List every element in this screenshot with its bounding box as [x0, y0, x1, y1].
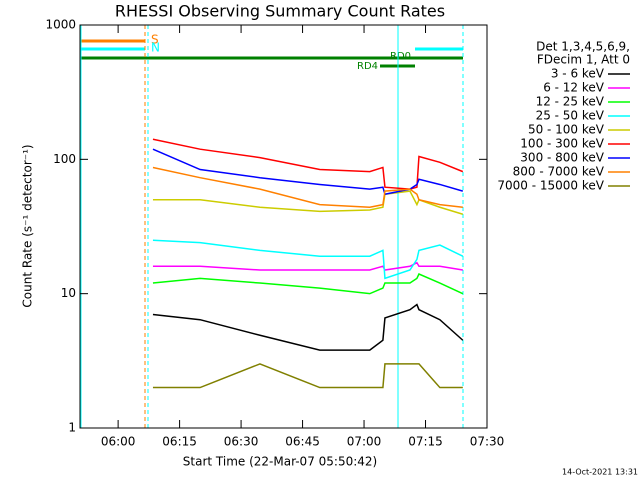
x-tick-label: 06:45 [285, 435, 320, 449]
series-line [152, 303, 464, 351]
legend-label: 300 - 800 keV [520, 151, 604, 165]
y-tick-label: 10 [61, 286, 76, 300]
chart-title: RHESSI Observing Summary Count Rates [115, 2, 445, 21]
y-tick-label: 1000 [45, 18, 76, 32]
y-axis-label: Count Rate (s⁻¹ detector⁻¹) [21, 144, 35, 307]
x-tick-label: 06:30 [224, 435, 259, 449]
legend-label: 800 - 7000 keV [513, 165, 605, 179]
legend-label: 3 - 6 keV [551, 67, 605, 81]
series-line [152, 138, 464, 190]
series-line [152, 363, 463, 389]
x-tick-label: 07:00 [347, 435, 382, 449]
flag-label: S [151, 33, 159, 47]
legend-label: 6 - 12 keV [543, 81, 605, 95]
x-tick-label: 06:15 [162, 435, 197, 449]
plot-frame [79, 24, 488, 429]
series-line [152, 239, 464, 280]
legend-label: 12 - 25 keV [536, 95, 605, 109]
y-tick-label: 1 [68, 421, 76, 435]
footer: 14-Oct-2021 13:31 [562, 468, 638, 477]
flag-label: RD4 [357, 61, 378, 72]
legend-header: FDecim 1, Att 0 [537, 53, 630, 67]
flag-label: N [151, 41, 160, 55]
legend-label: 7000 - 15000 keV [497, 179, 604, 193]
x-tick-label: 07:15 [408, 435, 443, 449]
x-tick-label: 07:30 [470, 435, 505, 449]
series-line [152, 166, 463, 208]
x-axis-label: Start Time (22-Mar-07 05:50:42) [183, 455, 377, 469]
legend-label: 100 - 300 keV [520, 137, 604, 151]
x-tick-label: 06:00 [101, 435, 136, 449]
y-tick-label: 100 [53, 152, 76, 166]
series-line [152, 148, 464, 196]
legend-label: 50 - 100 keV [528, 123, 605, 137]
flag-label: RD0 [390, 51, 411, 62]
legend-label: 25 - 50 keV [536, 109, 605, 123]
legend-header: Det 1,3,4,5,6,9, [536, 40, 630, 54]
series-line [152, 273, 464, 295]
